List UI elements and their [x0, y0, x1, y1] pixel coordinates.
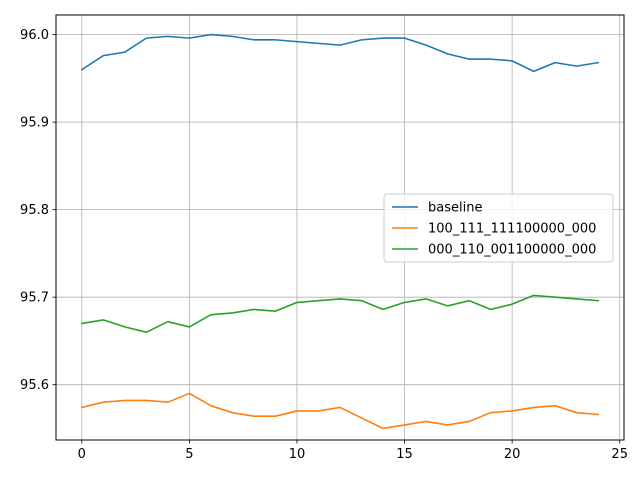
x-tick-label: 20 — [504, 447, 521, 462]
x-tick-label: 0 — [78, 447, 86, 462]
y-tick-label: 95.6 — [20, 378, 49, 393]
series-layer — [80, 33, 600, 430]
y-tick-label: 96.0 — [20, 28, 49, 43]
y-tick-label: 95.9 — [20, 116, 49, 131]
y-tick-label: 95.7 — [20, 291, 49, 306]
x-tick-label: 25 — [611, 447, 628, 462]
series-line-1 — [80, 392, 600, 430]
legend-label: 000_110_001100000_000 — [428, 243, 596, 258]
y-tick-label: 95.8 — [20, 203, 49, 218]
series-line-2 — [80, 294, 600, 333]
x-axis: 0 5 10 15 20 25 — [78, 440, 628, 462]
x-tick-label: 15 — [396, 447, 413, 462]
legend-label: 100_111_111100000_000 — [428, 222, 596, 237]
series-line-0 — [80, 33, 600, 73]
x-tick-label: 5 — [185, 447, 193, 462]
legend-label: baseline — [428, 201, 482, 216]
y-axis: 95.6 95.7 95.8 95.9 96.0 — [20, 28, 56, 393]
legend: baseline 100_111_111100000_000 000_110_001… — [383, 193, 614, 263]
x-tick-label: 10 — [289, 447, 306, 462]
grid — [56, 15, 624, 440]
plot-area-frame — [55, 14, 625, 441]
legend-box — [383, 193, 614, 263]
